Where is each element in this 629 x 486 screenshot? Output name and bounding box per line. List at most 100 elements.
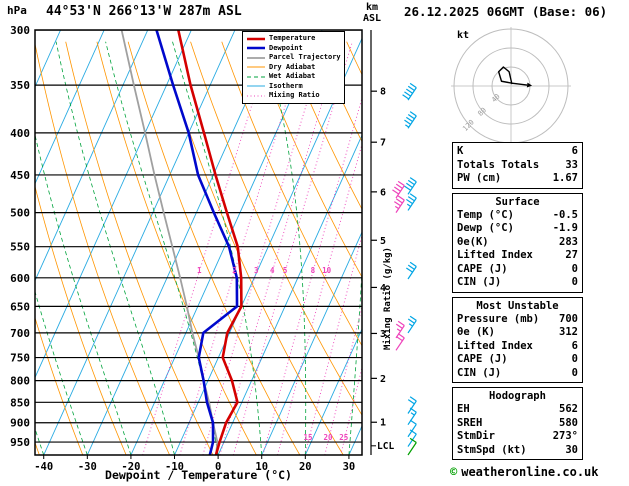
table-row: Temp (°C) -0.5 <box>457 209 578 223</box>
svg-text:900: 900 <box>10 417 30 430</box>
indices-panel: K 6 Totals Totals 33 PW (cm) 1.67 Surface Temp … <box>452 142 583 464</box>
svg-text:120: 120 <box>461 118 476 133</box>
svg-text:2: 2 <box>232 266 237 275</box>
table-row-label: StmSpd (kt) <box>457 443 527 456</box>
legend-label: Wet Adiabat <box>269 72 316 81</box>
table-row-label: θe(K) <box>457 235 489 248</box>
legend-label: Parcel Trajectory <box>269 53 341 62</box>
svg-text:300: 300 <box>10 24 30 37</box>
svg-text:5: 5 <box>283 266 288 275</box>
table-row-label: Totals Totals <box>457 158 540 171</box>
svg-text:650: 650 <box>10 300 30 313</box>
table-row-label: Temp (°C) <box>457 208 514 221</box>
table-row: CIN (J) 0 <box>457 276 578 290</box>
table-row-value: 312 <box>559 326 578 338</box>
table-row-label: Lifted Index <box>457 249 533 261</box>
table-row-label: PW (cm) <box>457 172 502 184</box>
svg-text:-40: -40 <box>34 461 53 473</box>
legend-swatch <box>247 46 265 50</box>
table-row-value: 580 <box>559 416 578 429</box>
legend-swatch <box>247 56 265 59</box>
svg-text:800: 800 <box>10 375 30 388</box>
table-row: PW (cm) 1.67 <box>457 172 578 186</box>
table-row-value: 6 <box>571 339 578 352</box>
svg-text:1: 1 <box>380 418 386 429</box>
svg-text:6: 6 <box>380 187 386 198</box>
svg-text:400: 400 <box>10 127 30 140</box>
table-row-label: Dewp (°C) <box>457 222 514 234</box>
table-row-label: CAPE (J) <box>457 353 508 365</box>
mixing-ratio-axis-label: Mixing Ratio (g/kg) <box>383 247 393 350</box>
svg-text:20: 20 <box>323 433 333 442</box>
svg-text:4: 4 <box>270 266 275 275</box>
table-row-label: StmDir <box>457 430 495 442</box>
svg-text:0: 0 <box>215 461 221 473</box>
svg-text:80: 80 <box>476 106 488 118</box>
table-row: StmDir 273° <box>457 430 578 444</box>
datetime-title: 26.12.2025 06GMT (Base: 06) <box>404 4 608 19</box>
svg-text:25: 25 <box>339 433 348 442</box>
svg-text:350: 350 <box>10 79 30 92</box>
legend-item: Dry Adiabat <box>246 63 341 73</box>
table-row: EH 562 <box>457 403 578 417</box>
table-row-value: 33 <box>565 158 578 171</box>
altitude-unit-asl-label: ASL <box>363 13 382 24</box>
svg-text:1: 1 <box>197 266 202 275</box>
table-row-label: θe (K) <box>457 326 495 338</box>
legend-label: Mixing Ratio <box>269 91 320 100</box>
table-title: Hodograph <box>489 390 546 402</box>
legend-item: Dewpoint <box>246 44 341 54</box>
table-row-label: K <box>457 145 464 157</box>
lcl-marker-label: LCL <box>377 441 395 452</box>
info-table: K 6 Totals Totals 33 PW (cm) 1.67 <box>452 142 583 189</box>
legend-label: Temperature <box>269 34 316 43</box>
table-row: StmSpd (kt) 30 <box>457 444 578 458</box>
legend-swatch <box>247 76 265 78</box>
legend-item: Wet Adiabat <box>246 72 341 82</box>
pressure-unit-label: hPa <box>7 4 27 17</box>
svg-text:500: 500 <box>10 207 30 220</box>
svg-text:2: 2 <box>380 374 386 385</box>
table-row-value: -0.5 <box>552 208 578 221</box>
table-row: CAPE (J) 0 <box>457 263 578 277</box>
svg-text:750: 750 <box>10 352 30 365</box>
svg-text:450: 450 <box>10 169 30 182</box>
table-row-label: CIN (J) <box>457 366 502 379</box>
table-row-value: 1.67 <box>552 172 578 184</box>
table-row-value: 27 <box>565 249 578 261</box>
info-table: Surface Temp (°C) -0.5 Dewp (°C) -1.9 θe(K) 28… <box>452 192 583 293</box>
copyright-text: weatheronline.co.uk <box>461 465 599 479</box>
svg-text:950: 950 <box>10 436 30 449</box>
table-row: CIN (J) 0 <box>457 367 578 381</box>
legend-item: Mixing Ratio <box>246 91 341 101</box>
copyright: © weatheronline.co.uk <box>450 465 599 479</box>
table-row: Dewp (°C) -1.9 <box>457 222 578 236</box>
altitude-unit-km-label: km <box>366 2 379 13</box>
table-row: Lifted Index 6 <box>457 340 578 354</box>
table-row-label: CIN (J) <box>457 276 502 288</box>
svg-text:3: 3 <box>380 329 386 340</box>
legend-label: Dewpoint <box>269 43 303 52</box>
svg-text:-10: -10 <box>165 461 184 473</box>
svg-text:30: 30 <box>343 461 356 473</box>
table-row-value: 283 <box>559 235 578 248</box>
chart-legend: Temperature Dewpoint Parcel Trajectory Dry … <box>242 31 345 104</box>
table-row: Totals Totals 33 <box>457 159 578 173</box>
legend-label: Isotherm <box>269 81 303 90</box>
x-axis-label: Dewpoint / Temperature (°C) <box>105 468 292 482</box>
table-row: θe(K) 283 <box>457 236 578 250</box>
svg-text:10: 10 <box>255 461 268 473</box>
legend-swatch <box>247 85 265 87</box>
svg-text:850: 850 <box>10 396 30 409</box>
table-row-label: SREH <box>457 416 483 429</box>
table-row-value: 0 <box>571 366 578 379</box>
info-table: Most Unstable Pressure (mb) 700 θe (K) 312 Li… <box>452 296 583 383</box>
table-row: CAPE (J) 0 <box>457 353 578 367</box>
table-title: Most Unstable <box>476 299 559 312</box>
table-row-value: 273° <box>552 430 578 442</box>
svg-text:8: 8 <box>380 87 386 98</box>
hodograph-unit-label: kt <box>457 30 470 41</box>
